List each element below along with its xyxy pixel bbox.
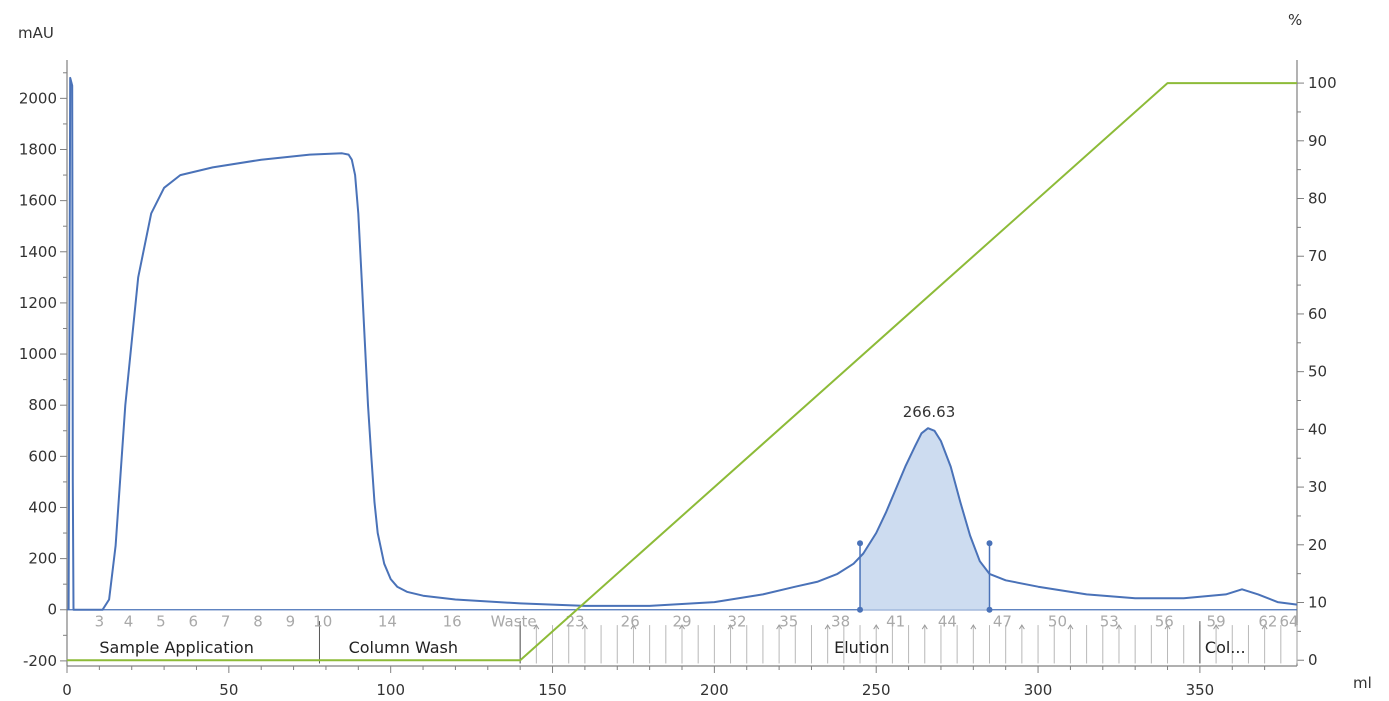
fraction-label: 6: [188, 613, 198, 631]
y2-tick-label: 100: [1308, 74, 1337, 92]
fraction-marker: [776, 624, 783, 630]
x-tick-label: 250: [862, 681, 891, 699]
fraction-marker: [679, 624, 685, 630]
y-tick-label: 1200: [19, 294, 57, 312]
y-tick-label: 1800: [19, 140, 57, 158]
x-tick-label: 150: [538, 681, 567, 699]
peak-marker-dot: [857, 540, 864, 547]
fraction-marker: [1116, 624, 1122, 630]
concentration-line: [67, 82, 1297, 662]
y-tick-label: 0: [47, 601, 57, 619]
y-tick-label: 200: [28, 550, 57, 568]
fraction-label: 23: [566, 613, 585, 631]
y2-tick-label: 40: [1308, 420, 1327, 438]
fraction-label: 47: [993, 613, 1012, 631]
y-tick-label: 400: [28, 498, 57, 516]
y-tick-label: 1400: [19, 243, 57, 261]
fraction-marker: [630, 624, 637, 630]
x-tick-label: 350: [1186, 681, 1215, 699]
fraction-marker: [533, 624, 540, 630]
fraction-marker: [970, 624, 977, 630]
y-axis-title: mAU: [18, 24, 54, 42]
y2-tick-label: 50: [1308, 363, 1327, 381]
fraction-label: 62: [1258, 613, 1277, 631]
fraction-marker: [921, 624, 928, 630]
fraction-marker: [727, 624, 734, 630]
fraction-marker: [1261, 624, 1268, 630]
fraction-label: 50: [1048, 613, 1067, 631]
fraction-label: 29: [672, 613, 691, 631]
fraction-label: Waste: [491, 613, 537, 631]
fraction-label: 8: [253, 613, 263, 631]
fraction-label: 26: [621, 613, 640, 631]
y-tick-label: 800: [28, 396, 57, 414]
y-tick-label: -200: [23, 652, 57, 670]
fraction-label: 3: [95, 613, 105, 631]
fraction-label: 38: [831, 613, 850, 631]
y-tick-label: 2000: [19, 89, 57, 107]
y2-axis-title: %: [1288, 11, 1302, 29]
phase-label: Elution: [834, 638, 889, 657]
fraction-label: 9: [286, 613, 296, 631]
fraction-label: 56: [1155, 613, 1174, 631]
x-tick-label: 0: [62, 681, 72, 699]
x-axis-title: ml: [1353, 674, 1372, 692]
fraction-label: 41: [886, 613, 905, 631]
phase-label: Col...: [1205, 638, 1246, 657]
y-tick-label: 1000: [19, 345, 57, 363]
fraction-label: 4: [124, 613, 134, 631]
fraction-label: 16: [443, 613, 462, 631]
fraction-label: 5: [156, 613, 166, 631]
x-tick-label: 200: [700, 681, 729, 699]
peak-marker-dot: [986, 606, 993, 613]
phase-label: Column Wash: [349, 638, 458, 657]
fraction-label: 53: [1100, 613, 1119, 631]
uv-absorbance-line: [67, 76, 1298, 611]
peak-marker-dot: [857, 606, 864, 613]
fraction-label: 35: [779, 613, 798, 631]
fraction-label: 44: [938, 613, 957, 631]
fraction-marker: [1018, 624, 1025, 630]
x-tick-label: 100: [376, 681, 405, 699]
fraction-marker: [1164, 624, 1171, 630]
y-tick-label: 1600: [19, 192, 57, 210]
peak-area: [860, 428, 990, 610]
x-tick-label: 50: [219, 681, 238, 699]
y2-tick-label: 80: [1308, 190, 1327, 208]
y2-tick-label: 30: [1308, 478, 1327, 496]
y2-tick-label: 10: [1308, 594, 1327, 612]
y2-tick-label: 90: [1308, 132, 1327, 150]
fraction-marker: [873, 624, 880, 630]
y2-tick-label: 70: [1308, 247, 1327, 265]
fraction-marker: [1213, 624, 1220, 630]
y2-tick-label: 20: [1308, 536, 1327, 554]
y-tick-label: 600: [28, 447, 57, 465]
fraction-label: 32: [727, 613, 746, 631]
phase-label: Sample Application: [99, 638, 253, 657]
y2-tick-label: 60: [1308, 305, 1327, 323]
fraction-marker: [1067, 624, 1074, 630]
peak-marker-dot: [986, 540, 993, 547]
fraction-label: 64: [1279, 613, 1298, 631]
fraction-marker: [824, 624, 831, 630]
fraction-label: 7: [221, 613, 231, 631]
fraction-label: 59: [1207, 613, 1226, 631]
fraction-label: 14: [378, 613, 397, 631]
y2-tick-label: 0: [1308, 651, 1318, 669]
x-tick-label: 300: [1024, 681, 1053, 699]
fraction-marker: [581, 624, 588, 630]
fraction-label: 10: [313, 613, 332, 631]
peak-label: 266.63: [903, 403, 956, 421]
